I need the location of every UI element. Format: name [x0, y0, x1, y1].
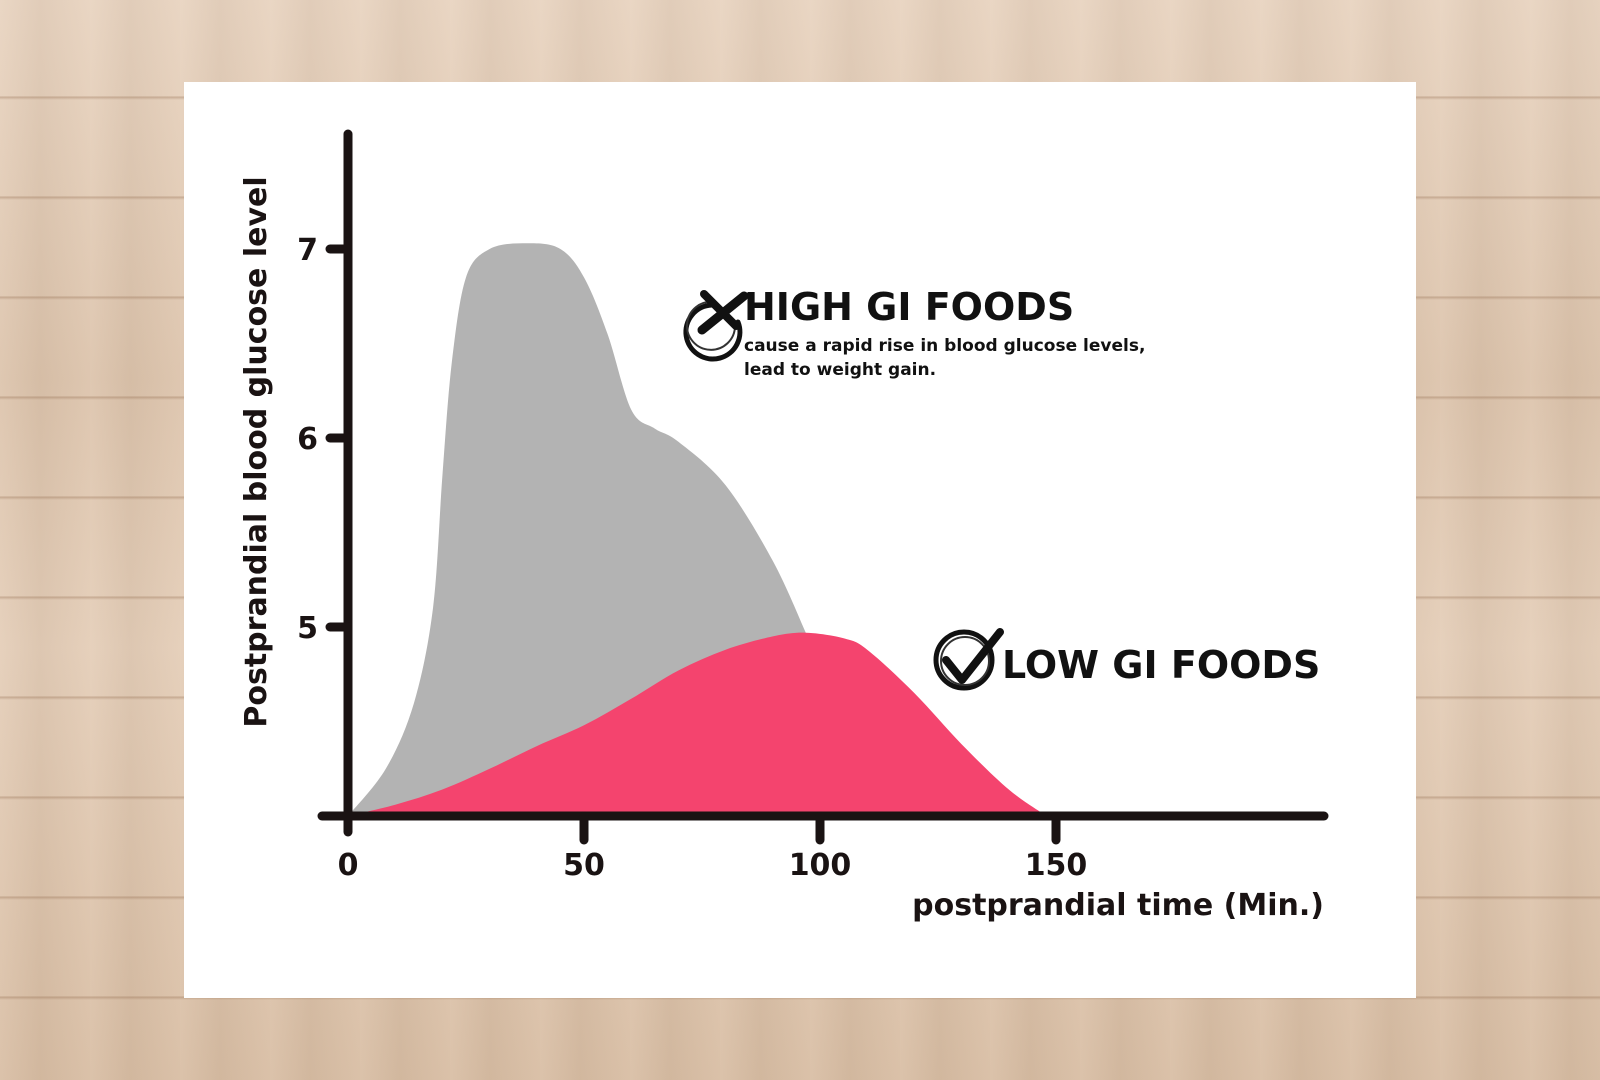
x-axis-title: postprandial time (Min.) — [912, 888, 1324, 923]
high-gi-desc-line-1: cause a rapid rise in blood glucose leve… — [744, 336, 1145, 356]
x-tick-label: 150 — [1025, 848, 1088, 883]
low-gi-annotation: LOW GI FOODS — [933, 628, 1320, 691]
y-tick-label: 5 — [297, 611, 318, 646]
high-gi-annotation: HIGH GI FOODS cause a rapid rise in bloo… — [683, 285, 1145, 380]
x-tick-label: 0 — [338, 848, 359, 883]
low-gi-title: LOW GI FOODS — [1002, 643, 1320, 687]
y-tick-label: 6 — [297, 422, 318, 457]
y-tick-label: 7 — [297, 233, 318, 268]
chart-card: 0 50 100 150 5 6 7 Postprandial blood glucose … — [184, 82, 1416, 998]
tick-layer: 0 50 100 150 5 6 7 — [297, 233, 1087, 883]
x-tick-label: 50 — [563, 848, 605, 883]
cross-circle-icon — [683, 290, 749, 362]
glucose-chart: 0 50 100 150 5 6 7 Postprandial blood glucose … — [239, 129, 1329, 923]
check-circle-icon — [933, 628, 1004, 691]
y-axis-title: Postprandial blood glucose level — [239, 176, 274, 727]
high-gi-title: HIGH GI FOODS — [744, 285, 1074, 329]
area-layer — [348, 243, 1047, 817]
x-tick-label: 100 — [789, 848, 852, 883]
low-gi-area — [348, 632, 1047, 816]
high-gi-desc-line-2: lead to weight gain. — [744, 360, 936, 380]
